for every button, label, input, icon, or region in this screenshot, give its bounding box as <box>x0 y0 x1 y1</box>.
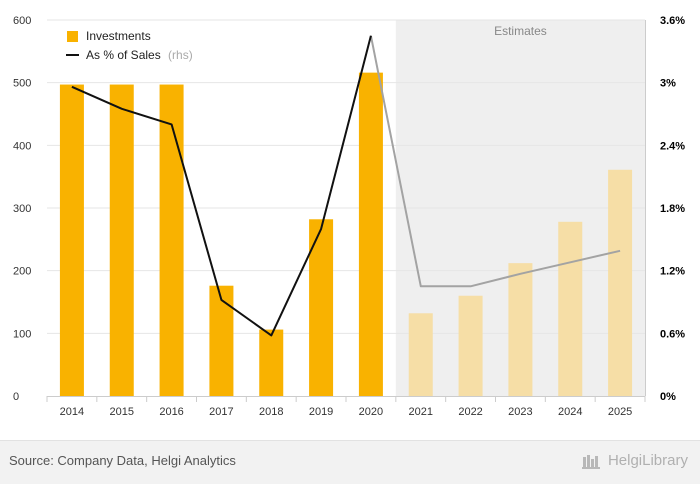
x-tick-label: 2025 <box>608 406 632 418</box>
bar-2014 <box>60 85 84 396</box>
x-tick-label: 2019 <box>309 406 333 418</box>
library-icon <box>582 453 604 469</box>
svg-text:As % of Sales (rhs): As % of Sales (rhs) <box>86 48 193 62</box>
bar-2025 <box>608 170 632 396</box>
left-tick-label: 500 <box>13 78 31 90</box>
x-tick-label: 2014 <box>60 406 84 418</box>
x-tick-label: 2015 <box>110 406 134 418</box>
left-tick-label: 100 <box>13 328 31 340</box>
legend-label-pct-of-sales: As % of Sales <box>86 48 161 62</box>
left-tick-labels: 0 100 200 300 400 500 600 <box>13 15 31 403</box>
x-tick-label: 2016 <box>159 406 183 418</box>
bar-2016 <box>160 85 184 396</box>
x-tick-label: 2018 <box>259 406 283 418</box>
x-tick-label: 2020 <box>359 406 383 418</box>
brand-logo: HelgiLibrary <box>582 452 688 469</box>
bar-2021 <box>409 313 433 396</box>
bar-2024 <box>558 222 582 396</box>
right-tick-label: 0.6% <box>660 328 685 340</box>
legend: Investments As % of Sales (rhs) <box>66 29 193 62</box>
right-tick-label: 3% <box>660 78 676 90</box>
right-tick-label: 0% <box>660 391 676 403</box>
left-tick-label: 300 <box>13 203 31 215</box>
bar-2020 <box>359 73 383 396</box>
right-tick-label: 1.2% <box>660 266 685 278</box>
bar-2023 <box>508 263 532 396</box>
x-tick-label: 2023 <box>508 406 532 418</box>
left-tick-label: 400 <box>13 140 31 152</box>
bar-2022 <box>459 296 483 396</box>
x-tick-labels: 2014 2015 2016 2017 2018 2019 2020 2021 2022 2023… <box>47 396 645 418</box>
x-tick-label: 2024 <box>558 406 582 418</box>
x-tick-label: 2017 <box>209 406 233 418</box>
right-tick-label: 1.8% <box>660 203 685 215</box>
x-tick-label: 2022 <box>458 406 482 418</box>
bar-2017 <box>209 286 233 396</box>
right-tick-label: 2.4% <box>660 140 685 152</box>
legend-swatch-investments <box>67 31 78 42</box>
estimates-label: Estimates <box>494 24 547 38</box>
footer: Source: Company Data, Helgi Analytics He… <box>0 440 700 484</box>
left-tick-label: 600 <box>13 15 31 27</box>
brand-name: HelgiLibrary <box>608 452 688 469</box>
right-tick-label: 3.6% <box>660 15 685 27</box>
x-tick-label: 2021 <box>409 406 433 418</box>
bar-2018 <box>259 330 283 396</box>
left-tick-label: 0 <box>13 391 19 403</box>
right-tick-labels: 0% 0.6% 1.2% 1.8% 2.4% 3% 3.6% <box>660 15 685 403</box>
source-note: Source: Company Data, Helgi Analytics <box>9 453 236 468</box>
legend-label-investments: Investments <box>86 29 151 43</box>
legend-rhs-note: (rhs) <box>168 48 193 62</box>
bar-2015 <box>110 85 134 396</box>
left-tick-label: 200 <box>13 266 31 278</box>
